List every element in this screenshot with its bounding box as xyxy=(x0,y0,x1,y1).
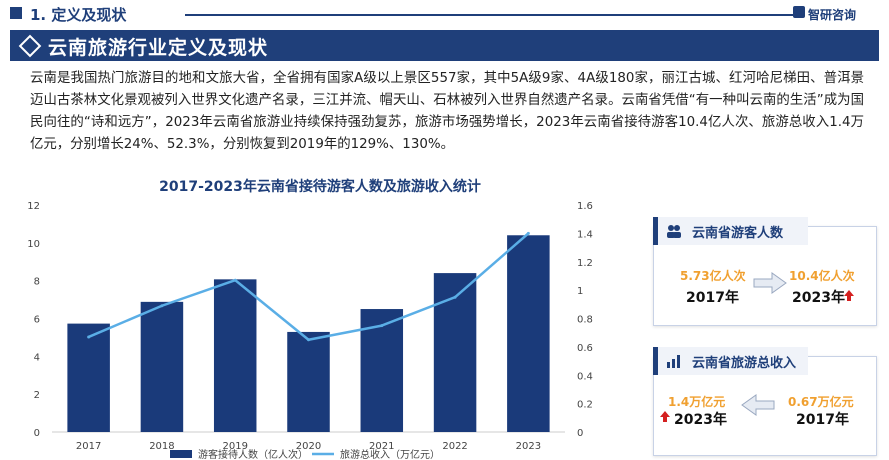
y-left-tick-label: 10 xyxy=(27,239,40,250)
page-title: 云南旅游行业定义及现状 xyxy=(48,37,269,59)
y-left-tick-label: 8 xyxy=(34,277,40,288)
legend-swatch-bar xyxy=(170,450,192,458)
revenue-point xyxy=(453,295,457,299)
revenue-card-title: 云南省旅游总收入 xyxy=(692,356,797,371)
tourists-to-value: 10.4亿人次 xyxy=(789,269,855,283)
y-right-tick-label: 1.6 xyxy=(577,201,593,212)
tourists-from-value: 5.73亿人次 xyxy=(680,269,746,283)
y-left-tick-label: 0 xyxy=(34,428,40,439)
revenue-point xyxy=(233,278,237,282)
y-right-tick-label: 0.2 xyxy=(577,400,593,411)
bar xyxy=(433,273,477,432)
tourists-card: 云南省游客人数 5.73亿人次 2017年 10.4亿人次 2023年 xyxy=(653,217,877,326)
y-right-tick-label: 0.6 xyxy=(577,343,593,354)
brand-logo-icon xyxy=(793,6,805,18)
revenue-point xyxy=(307,338,310,342)
x-tick-label: 2023 xyxy=(516,441,541,452)
revenue-card: 云南省旅游总收入 1.4万亿元 2023年 0.67万亿元 2017年 xyxy=(653,347,877,456)
x-tick-label: 2019 xyxy=(222,441,247,452)
y-left-tick-label: 4 xyxy=(34,352,40,363)
y-right-tick-label: 1 xyxy=(577,286,583,297)
y-right-tick-label: 1.2 xyxy=(577,258,593,269)
up-arrow-stem xyxy=(663,417,667,422)
chart-title: 2017-2023年云南省接待游客人数及旅游收入统计 xyxy=(159,179,481,195)
revenue-point xyxy=(87,335,91,339)
y-right-tick-label: 0.4 xyxy=(577,371,593,382)
card-header: 云南省旅游总收入 xyxy=(653,347,808,375)
intro-paragraph: 云南是我国热门旅游目的地和文旅大省，全省拥有国家A级以上景区557家，其中5A级… xyxy=(30,71,864,152)
top-bar: 1. 定义及现状 智研咨询 xyxy=(0,0,889,28)
x-tick-label: 2017 xyxy=(76,441,101,452)
revenue-base-value: 0.67万亿元 xyxy=(788,395,854,409)
revenue-point xyxy=(380,324,384,328)
people-icon xyxy=(667,225,681,238)
bar-chart-icon xyxy=(667,355,680,368)
up-arrow-stem xyxy=(847,296,851,301)
bar xyxy=(140,301,184,432)
x-tick-label: 2020 xyxy=(296,441,321,452)
y-right-tick-label: 1.4 xyxy=(577,229,593,240)
legend-label-line: 旅游总收入（万亿元） xyxy=(340,448,440,460)
bar xyxy=(67,323,110,432)
bar xyxy=(213,279,257,432)
up-arrow-icon xyxy=(844,290,854,296)
y-right-tick-label: 0 xyxy=(577,428,583,439)
x-tick-label: 2021 xyxy=(369,441,394,452)
section-marker-icon xyxy=(10,7,22,19)
revenue-point xyxy=(160,304,164,308)
brand-name: 智研咨询 xyxy=(808,8,857,22)
bar xyxy=(287,331,330,432)
right-arrow-icon xyxy=(753,272,787,294)
section-title: 1. 定义及现状 xyxy=(30,6,127,24)
legend-label-bar: 游客接待人数（亿人次） xyxy=(198,448,308,460)
card-header: 云南省游客人数 xyxy=(653,217,808,245)
tourists-to-year: 2023年 xyxy=(792,290,845,306)
left-arrow-icon xyxy=(741,394,775,416)
x-tick-label: 2018 xyxy=(149,441,174,452)
diamond-icon xyxy=(18,34,42,58)
x-tick-label: 2022 xyxy=(442,441,467,452)
revenue-base-year: 2017年 xyxy=(796,412,849,428)
revenue-latest-year: 2023年 xyxy=(674,412,727,428)
up-arrow-icon xyxy=(660,411,670,417)
y-left-tick-label: 12 xyxy=(27,201,40,212)
y-right-tick-label: 0.8 xyxy=(577,315,593,326)
revenue-latest-value: 1.4万亿元 xyxy=(668,395,726,409)
title-banner: 云南旅游行业定义及现状 xyxy=(10,30,879,61)
revenue-point xyxy=(526,231,530,235)
tourists-from-year: 2017年 xyxy=(686,290,739,306)
header-divider xyxy=(185,14,795,16)
tourists-card-title: 云南省游客人数 xyxy=(692,226,784,241)
y-left-tick-label: 2 xyxy=(34,390,40,401)
y-left-tick-label: 6 xyxy=(34,315,40,326)
bar xyxy=(507,235,550,432)
combo-chart: 0 2 4 6 8 10 12 0 0.2 0.4 0.6 0.8 1 1.2 1.4 1.6 2017 2018… xyxy=(27,201,593,460)
